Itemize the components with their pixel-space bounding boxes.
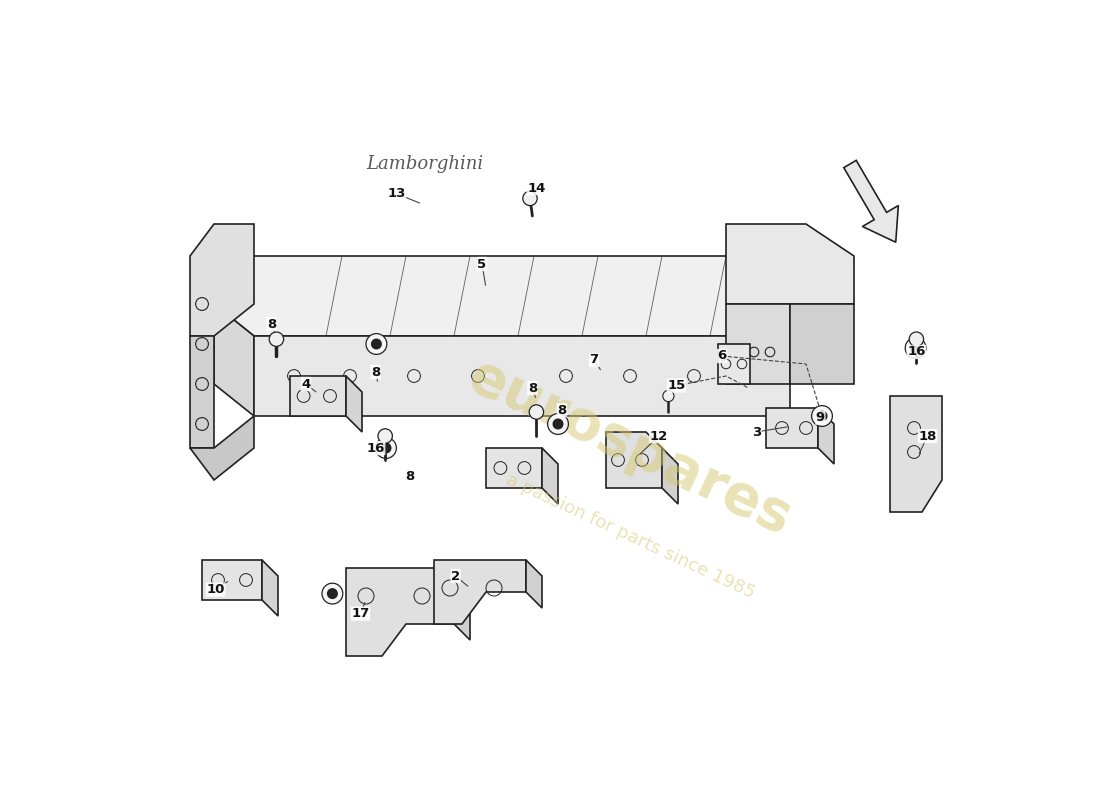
Polygon shape [190, 336, 214, 448]
Polygon shape [346, 376, 362, 432]
Circle shape [663, 390, 674, 402]
Polygon shape [662, 448, 678, 504]
Text: 15: 15 [668, 379, 685, 392]
Polygon shape [606, 432, 662, 488]
Polygon shape [526, 560, 542, 608]
FancyArrow shape [844, 160, 899, 242]
Text: 18: 18 [918, 430, 937, 442]
Circle shape [270, 332, 284, 346]
Text: 2: 2 [451, 570, 460, 582]
Circle shape [910, 332, 924, 346]
Text: 8: 8 [528, 382, 537, 394]
Text: 8: 8 [267, 318, 276, 330]
Polygon shape [718, 344, 750, 384]
Polygon shape [190, 416, 254, 480]
Circle shape [378, 429, 393, 443]
Circle shape [372, 339, 382, 349]
Circle shape [548, 414, 569, 434]
Polygon shape [346, 568, 454, 656]
Text: eurospares: eurospares [460, 350, 801, 546]
Polygon shape [726, 304, 790, 384]
Text: 9: 9 [816, 411, 825, 424]
Polygon shape [434, 560, 526, 624]
Polygon shape [214, 256, 790, 336]
Text: 16: 16 [366, 442, 385, 454]
Text: 3: 3 [751, 426, 761, 438]
Circle shape [366, 334, 387, 354]
Polygon shape [790, 304, 854, 384]
Circle shape [382, 443, 390, 453]
Circle shape [553, 419, 563, 429]
Text: 14: 14 [527, 182, 546, 194]
Text: Lamborghini: Lamborghini [366, 155, 483, 173]
Polygon shape [290, 376, 346, 416]
Circle shape [322, 583, 343, 604]
Circle shape [812, 406, 833, 426]
Circle shape [522, 191, 537, 206]
Circle shape [328, 589, 338, 598]
Polygon shape [254, 336, 790, 416]
Circle shape [911, 343, 921, 353]
Polygon shape [454, 568, 470, 640]
Text: 17: 17 [351, 607, 370, 620]
Circle shape [905, 338, 926, 358]
Text: 10: 10 [207, 583, 224, 596]
Polygon shape [542, 448, 558, 504]
Text: 6: 6 [717, 350, 727, 362]
Text: 16: 16 [908, 346, 925, 358]
Text: 12: 12 [650, 430, 668, 442]
Polygon shape [818, 408, 834, 464]
Polygon shape [486, 448, 542, 488]
Text: a passion for parts since 1985: a passion for parts since 1985 [503, 470, 757, 602]
Text: 8: 8 [558, 404, 566, 417]
Polygon shape [202, 560, 262, 600]
Polygon shape [766, 408, 818, 448]
Polygon shape [726, 224, 854, 304]
Circle shape [375, 438, 396, 458]
Text: 7: 7 [590, 354, 598, 366]
Text: 4: 4 [301, 378, 310, 390]
Circle shape [529, 405, 543, 419]
Polygon shape [262, 560, 278, 616]
Polygon shape [890, 396, 942, 512]
Text: 5: 5 [477, 258, 486, 270]
Circle shape [817, 411, 827, 421]
Polygon shape [214, 304, 254, 416]
Polygon shape [190, 224, 254, 336]
Text: 8: 8 [371, 366, 381, 378]
Text: 8: 8 [406, 470, 415, 482]
Text: 13: 13 [387, 187, 406, 200]
